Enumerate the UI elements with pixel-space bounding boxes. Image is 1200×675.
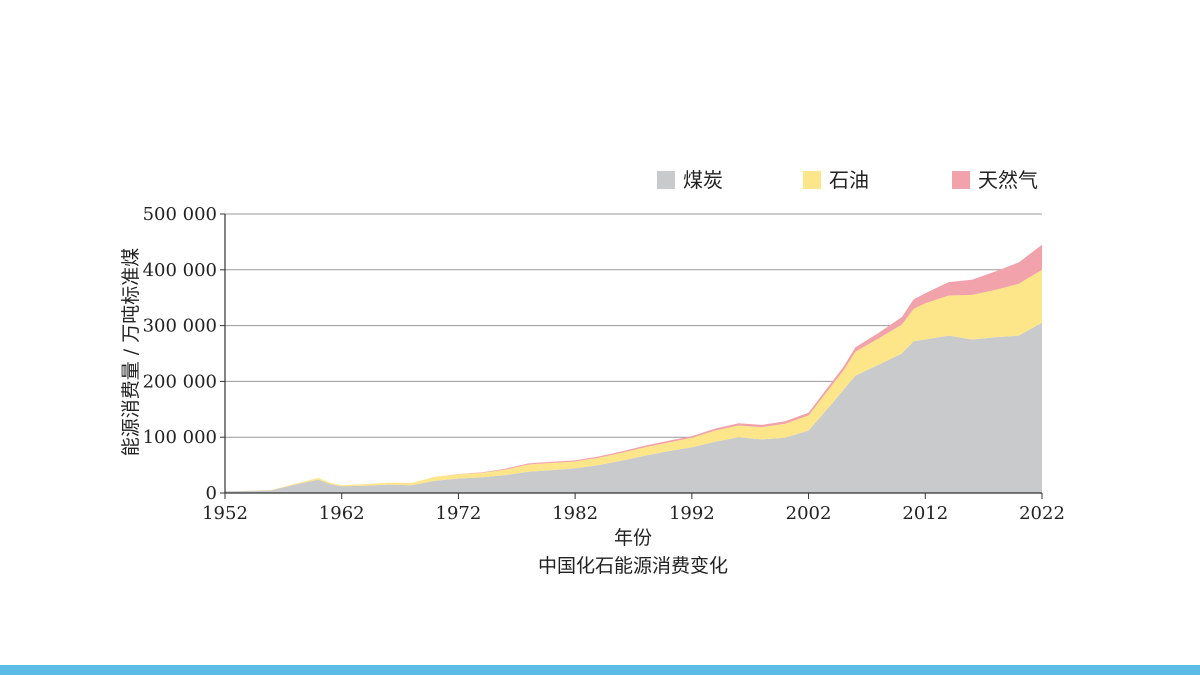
- x-tick-label-0: 1952: [202, 503, 248, 524]
- legend-label-coal: 煤炭: [683, 168, 723, 192]
- y-tick-label-4: 400 000: [143, 260, 217, 281]
- legend-label-gas: 天然气: [978, 168, 1038, 192]
- x-tick-label-2: 1972: [436, 503, 482, 524]
- y-tick-label-3: 300 000: [143, 316, 217, 337]
- y-axis-label: 能源消费量 / 万吨标准煤: [120, 248, 142, 456]
- legend: 煤炭 石油 天然气: [657, 168, 1038, 192]
- bottom-accent-bar: [0, 665, 1200, 675]
- legend-swatch-oil: [803, 171, 821, 189]
- axes: 0 100 000 200 000 300 000 400 000 500 000 1952…: [143, 204, 1065, 524]
- legend-swatch-coal: [657, 171, 675, 189]
- y-tick-label-2: 200 000: [143, 371, 217, 392]
- legend-label-oil: 石油: [829, 168, 869, 192]
- x-tick-label-1: 1962: [319, 503, 365, 524]
- stacked-areas: [225, 244, 1042, 493]
- y-tick-label-1: 100 000: [143, 427, 217, 448]
- x-tick-label-4: 1992: [669, 503, 715, 524]
- x-tick-label-7: 2022: [1019, 503, 1065, 524]
- x-tick-label-6: 2012: [902, 503, 948, 524]
- area-coal: [225, 322, 1042, 493]
- x-axis-label: 年份: [614, 527, 652, 549]
- legend-swatch-gas: [952, 171, 970, 189]
- x-tick-label-3: 1982: [552, 503, 598, 524]
- x-tick-label-5: 2002: [786, 503, 832, 524]
- y-tick-label-5: 500 000: [143, 204, 217, 225]
- chart-title: 中国化石能源消费变化: [538, 555, 728, 577]
- y-tick-label-0: 0: [206, 483, 217, 504]
